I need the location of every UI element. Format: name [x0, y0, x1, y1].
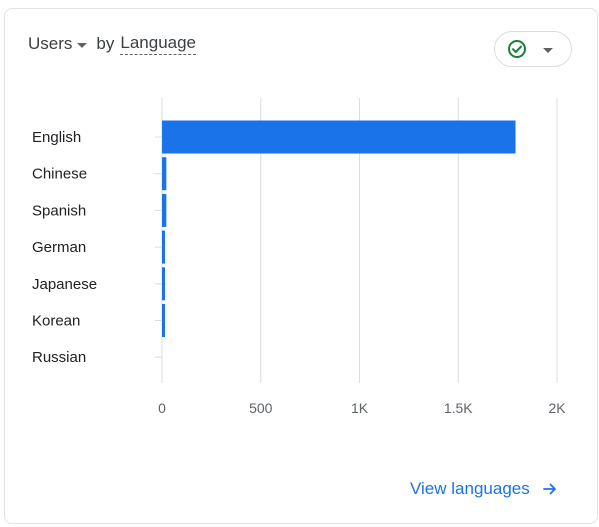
- card-header: Users by Language: [28, 33, 197, 55]
- category-label: Russian: [32, 349, 86, 366]
- x-tick-label: 1K: [351, 400, 369, 416]
- check-circle-icon: [508, 40, 526, 58]
- category-labels: English Chinese Spanish German Japanese Korea…: [32, 129, 97, 366]
- users-by-language-bar-chart: English Chinese Spanish German Japanese Korea…: [32, 98, 566, 416]
- x-tick-label: 2K: [548, 400, 566, 416]
- bar-korean[interactable]: [162, 304, 165, 337]
- caret-down-icon: [543, 47, 553, 53]
- bar-japanese[interactable]: [162, 267, 165, 301]
- category-label: Korean: [32, 313, 80, 330]
- x-tick-label: 500: [249, 400, 273, 416]
- category-label: Chinese: [32, 166, 87, 183]
- x-tick-label: 0: [158, 400, 166, 416]
- dimension-selector[interactable]: Language: [120, 33, 197, 55]
- bar-english[interactable]: [162, 120, 516, 154]
- bar-spanish[interactable]: [162, 193, 167, 227]
- users-by-language-card: [4, 8, 598, 524]
- bar-chinese[interactable]: [162, 157, 167, 191]
- category-label: English: [32, 129, 81, 146]
- category-label: Spanish: [32, 202, 86, 219]
- category-label: German: [32, 239, 86, 256]
- view-languages-label: View languages: [410, 479, 530, 498]
- metric-selector[interactable]: Users: [28, 34, 88, 54]
- bar-german[interactable]: [162, 230, 165, 264]
- arrow-right-icon: [542, 483, 556, 495]
- metric-label: Users: [28, 34, 73, 53]
- x-axis-ticks: 0 500 1K 1.5K 2K: [158, 400, 566, 416]
- category-label: Japanese: [32, 276, 97, 293]
- caret-down-icon: [77, 42, 88, 48]
- x-tick-label: 1.5K: [444, 400, 473, 416]
- data-quality-button[interactable]: [494, 31, 572, 67]
- by-label: by: [96, 34, 115, 53]
- view-languages-link[interactable]: View languages: [410, 479, 558, 499]
- bars: [162, 120, 516, 337]
